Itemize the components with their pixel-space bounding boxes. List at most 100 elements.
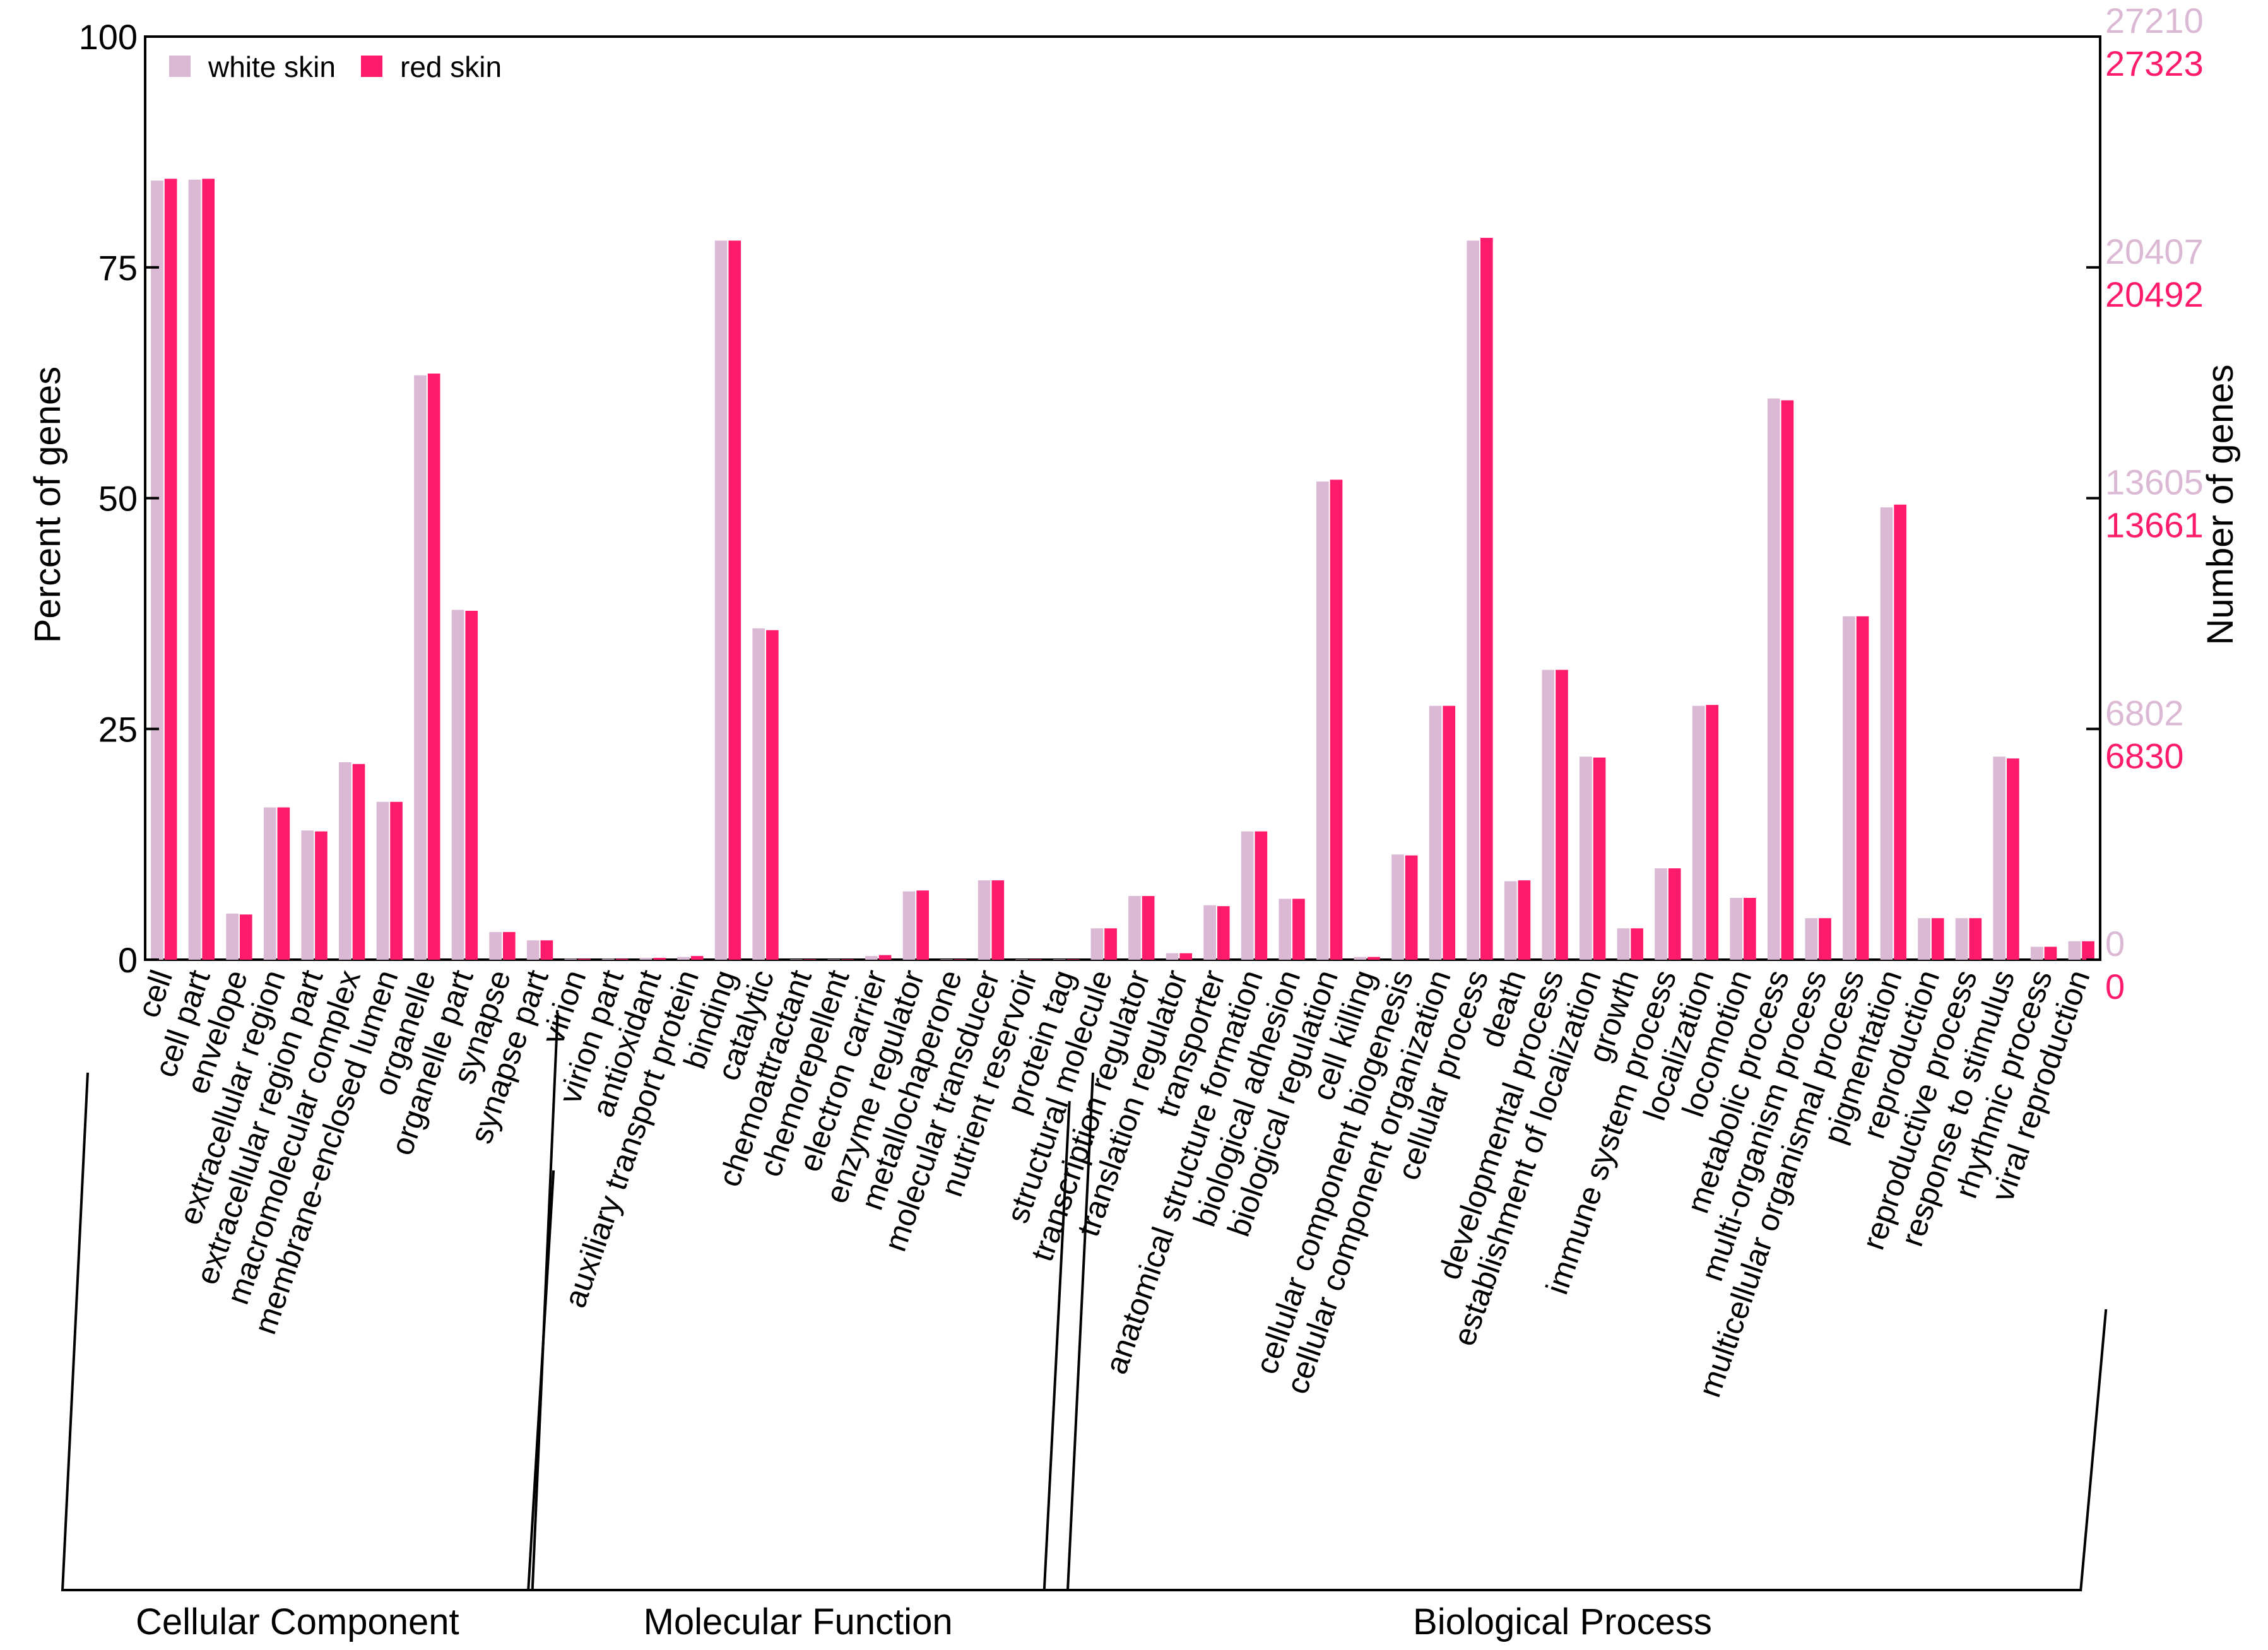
group-label-molecular-function: Molecular Function <box>644 1601 953 1642</box>
red-skin-bar <box>1029 959 1042 960</box>
red-skin-bar <box>1819 918 1831 960</box>
white-skin-bar <box>339 762 351 960</box>
red-skin-bar <box>1931 918 1944 960</box>
red-skin-bar <box>1292 899 1305 960</box>
red-skin-bar <box>690 956 704 960</box>
red-skin-bar <box>954 959 967 960</box>
white-skin-bar <box>1203 905 1216 960</box>
white-skin-bar <box>526 940 540 960</box>
red-skin-bar <box>1179 953 1193 960</box>
white-skin-bar <box>1467 240 1479 960</box>
white-skin-bar <box>1843 616 1855 960</box>
red-skin-bar <box>878 955 892 960</box>
white-skin-bar <box>451 610 464 960</box>
red-skin-bar <box>1556 669 1568 960</box>
left-tick-label: 75 <box>98 248 138 288</box>
white-skin-bar <box>1918 918 1930 960</box>
red-skin-legend-label: red skin <box>400 50 502 83</box>
white-skin-bar <box>789 959 803 960</box>
left-tick-label: 100 <box>79 17 138 57</box>
white-skin-swatch <box>169 56 191 77</box>
white-skin-bar <box>1993 757 2006 960</box>
white-skin-bar <box>865 956 878 960</box>
red-skin-bar <box>352 763 365 960</box>
white-skin-bar <box>2068 941 2081 960</box>
white-skin-bar <box>827 959 841 960</box>
white-skin-bar <box>1805 918 1818 960</box>
red-skin-bar <box>1518 880 1531 960</box>
white-skin-bar <box>188 179 201 960</box>
white-skin-bar <box>1617 928 1630 960</box>
legend: white skin red skin <box>169 50 502 83</box>
white-skin-bar <box>151 180 163 960</box>
white-skin-bar <box>1166 953 1179 960</box>
white-skin-bar <box>1955 918 1968 960</box>
white-skin-bar <box>1504 881 1517 960</box>
white-skin-bar <box>602 958 615 960</box>
white-skin-bar <box>564 958 577 960</box>
red-skin-bar <box>502 932 516 960</box>
white-skin-bar <box>1316 481 1329 960</box>
red-skin-bar <box>540 940 553 960</box>
left-tick-label: 25 <box>98 709 138 749</box>
group-bracket-molecular-function <box>527 1072 1094 1591</box>
white-skin-bar <box>301 830 314 960</box>
red-skin-bar <box>465 610 478 960</box>
red-skin-bar <box>1104 928 1117 960</box>
right-tick-label-red: 13661 <box>2105 505 2204 545</box>
red-skin-swatch <box>361 56 382 77</box>
red-skin-bar <box>766 630 779 960</box>
red-skin-bar <box>202 179 215 960</box>
red-skin-bar <box>615 958 629 960</box>
group-bracket-biological-process <box>1042 1100 2108 1591</box>
red-skin-bar <box>1593 757 1606 960</box>
white-skin-bar <box>940 959 953 960</box>
white-skin-legend-label: white skin <box>208 50 336 83</box>
red-skin-bar <box>390 801 403 960</box>
right-tick-label-red: 0 <box>2105 967 2125 1006</box>
right-tick-label-red: 20492 <box>2105 274 2204 314</box>
red-skin-bar <box>1744 897 1756 960</box>
red-skin-bar <box>427 373 440 960</box>
red-skin-bar <box>1330 480 1343 960</box>
red-skin-bar <box>2082 941 2094 960</box>
white-skin-bar <box>752 628 765 960</box>
right-tick-label-white: 0 <box>2105 924 2125 963</box>
red-skin-bar <box>1066 959 1080 960</box>
white-skin-bar <box>677 957 690 960</box>
white-skin-bar <box>414 375 427 960</box>
red-skin-bar <box>1969 918 1982 960</box>
group-label-cellular-component: Cellular Component <box>136 1601 459 1642</box>
right-tick-label-red: 6830 <box>2105 736 2184 775</box>
white-skin-bar <box>1090 928 1104 960</box>
red-skin-bar <box>1668 868 1681 960</box>
red-skin-bar <box>803 959 817 960</box>
left-axis-title: Percent of genes <box>27 367 68 644</box>
white-skin-bar <box>1767 398 1780 960</box>
white-skin-bar <box>977 880 991 960</box>
red-skin-bar <box>1142 896 1155 960</box>
red-skin-bar <box>916 890 929 960</box>
group-label-biological-process: Biological Process <box>1413 1601 1712 1642</box>
white-skin-bar <box>376 801 389 960</box>
red-skin-bar <box>841 959 854 960</box>
right-tick-label-white: 13605 <box>2105 463 2204 502</box>
red-skin-bar <box>2007 758 2019 960</box>
white-skin-bar <box>1053 959 1066 960</box>
white-skin-bar <box>1354 957 1367 960</box>
group-brackets: Cellular Component Molecular Function Biol… <box>61 1012 2108 1642</box>
red-skin-bar <box>653 958 666 960</box>
white-skin-bar <box>639 958 653 960</box>
bars <box>151 179 2094 960</box>
white-skin-bar <box>1241 831 1254 960</box>
red-skin-bar <box>1217 906 1230 960</box>
white-skin-bar <box>902 891 916 960</box>
white-skin-bar <box>1730 897 1743 960</box>
white-skin-bar <box>1429 705 1442 960</box>
right-tick-label-white: 20407 <box>2105 232 2204 271</box>
left-tick-label: 50 <box>98 479 138 519</box>
white-skin-bar <box>226 913 239 960</box>
red-skin-bar <box>277 807 290 960</box>
white-skin-bar <box>714 240 728 960</box>
